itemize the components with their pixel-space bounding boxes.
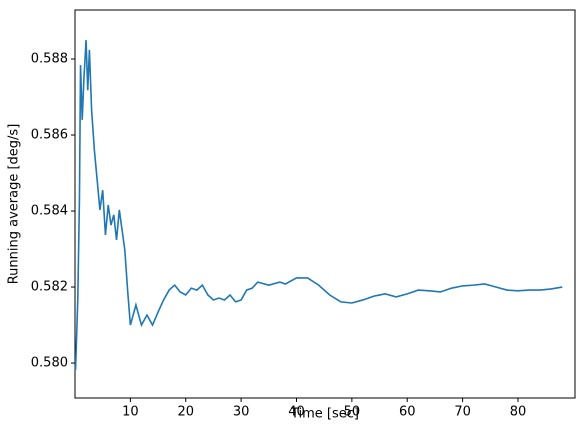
x-tick-label: 20 [177, 405, 194, 420]
x-tick-label: 70 [454, 405, 471, 420]
x-axis-label: Time [sec] [290, 407, 359, 422]
y-tick-label: 0.586 [31, 128, 68, 143]
x-tick-label: 10 [122, 405, 139, 420]
data-line [74, 39, 563, 370]
x-tick-label: 40 [288, 405, 305, 420]
y-tick-label: 0.580 [31, 356, 68, 371]
x-tick-label: 60 [399, 405, 416, 420]
x-tick-label: 80 [510, 405, 527, 420]
y-tick-label: 0.584 [31, 204, 68, 219]
x-tick-label: 30 [233, 405, 250, 420]
y-tick-label: 0.582 [31, 280, 68, 295]
x-tick-label: 50 [344, 405, 361, 420]
y-tick-label: 0.588 [31, 52, 68, 67]
y-axis-label: Running average [deg/s] [7, 124, 22, 285]
plot-frame [74, 9, 576, 399]
